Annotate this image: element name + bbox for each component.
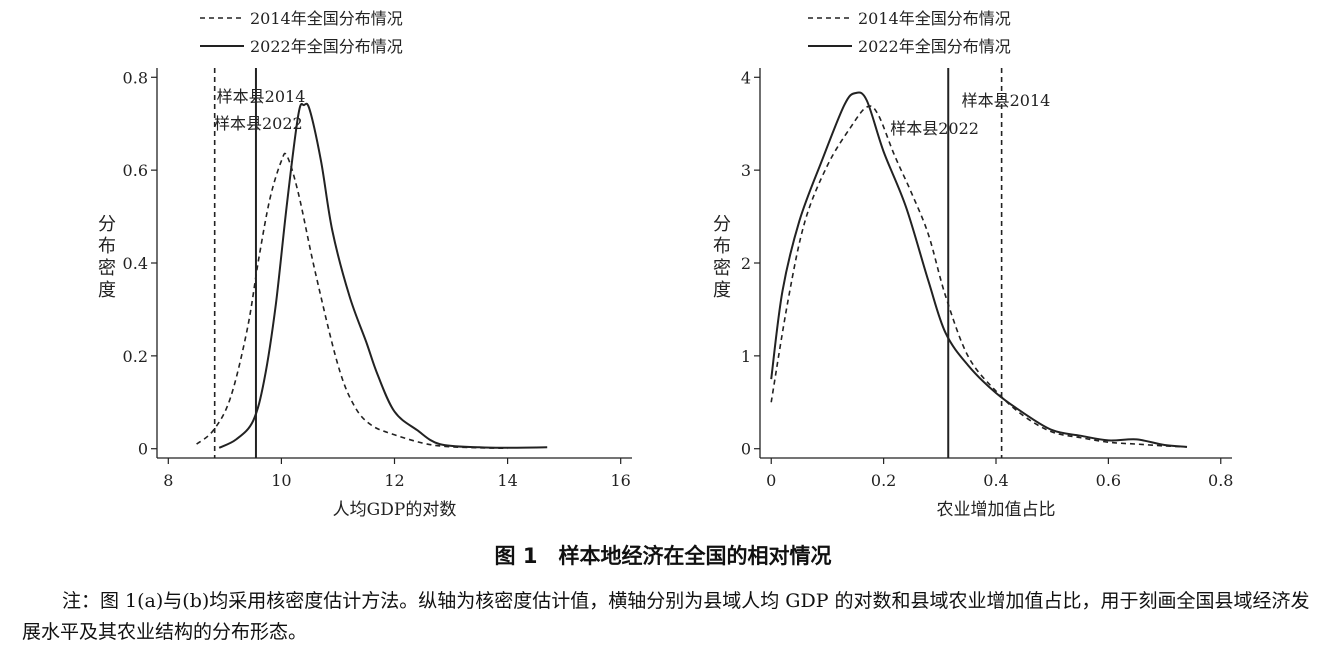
reference-line-label: 样本县2014 <box>217 87 306 106</box>
y-tick-label: 0.4 <box>123 254 148 273</box>
reference-line-label: 样本县2022 <box>890 119 979 138</box>
figure-caption: 图 1 样本地经济在全国的相对情况 <box>494 544 832 568</box>
x-axis-title: 农业增加值占比 <box>937 500 1056 520</box>
chart-a: 8 10 12 14 16 0 0.2 0.4 0.6 0.8 人均GDP的对数 分布密度 样本县201… <box>98 9 632 520</box>
y-tick-label: 0 <box>138 440 148 459</box>
y-tick-label: 0 <box>741 440 751 459</box>
figure-note: 注：图 1(a)与(b)均采用核密度估计方法。纵轴为核密度估计值，横轴分别为县域… <box>22 586 1312 648</box>
series-line-2014 <box>196 152 508 450</box>
legend-label: 2014年全国分布情况 <box>250 9 403 28</box>
y-tick-label: 0.8 <box>123 68 148 87</box>
y-tick-label: 2 <box>741 254 751 273</box>
x-axis-title: 人均GDP的对数 <box>333 500 457 520</box>
y-tick-label: 4 <box>741 68 751 87</box>
reference-line-label: 样本县2014 <box>962 91 1051 110</box>
y-axis-title: 分布密度 <box>713 214 731 301</box>
reference-line-label: 样本县2022 <box>214 114 303 133</box>
x-tick-label: 0 <box>766 471 776 490</box>
x-tick-label: 16 <box>611 471 631 490</box>
x-tick-label: 0.6 <box>1096 471 1121 490</box>
y-tick-label: 0.6 <box>123 161 148 180</box>
series-line-2022 <box>770 91 1188 448</box>
x-tick-label: 0.8 <box>1208 471 1233 490</box>
chart-b: 0 0.2 0.4 0.6 0.8 0 1 2 3 4 农业增加值占比 分布密度 样本县2022 样本县2… <box>713 9 1233 520</box>
x-tick-label: 12 <box>384 471 404 490</box>
y-tick-label: 3 <box>741 161 751 180</box>
x-tick-label: 8 <box>163 471 173 490</box>
x-tick-label: 14 <box>497 471 517 490</box>
figure-note-text: 注：图 1(a)与(b)均采用核密度估计方法。纵轴为核密度估计值，横轴分别为县域… <box>22 590 1310 643</box>
legend-label: 2022年全国分布情况 <box>858 37 1011 56</box>
x-tick-label: 10 <box>271 471 291 490</box>
y-tick-label: 1 <box>741 347 751 366</box>
y-axis-title: 分布密度 <box>98 214 116 301</box>
x-tick-label: 0.2 <box>871 471 896 490</box>
figure-charts: 8 10 12 14 1600.20.40.60.8人均GDP的对数分布密度样本县201… <box>98 9 1233 520</box>
series-line-2014 <box>770 105 1188 448</box>
x-tick-label: 0.4 <box>983 471 1008 490</box>
legend-label: 2014年全国分布情况 <box>858 9 1011 28</box>
legend-label: 2022年全国分布情况 <box>250 37 403 56</box>
y-tick-label: 0.2 <box>123 347 148 366</box>
series-line-2022 <box>218 102 548 449</box>
